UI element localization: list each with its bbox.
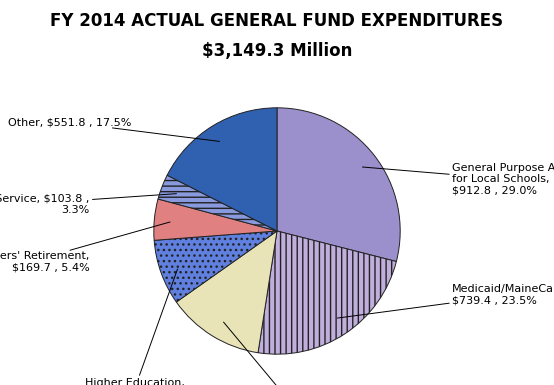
Wedge shape (258, 231, 396, 354)
Wedge shape (176, 231, 277, 353)
Text: $3,149.3 Million: $3,149.3 Million (202, 42, 352, 60)
Text: Debt Service, $103.8 ,
3.3%: Debt Service, $103.8 , 3.3% (0, 193, 177, 215)
Text: Teachers' Retirement,
$169.7 , 5.4%: Teachers' Retirement, $169.7 , 5.4% (0, 222, 170, 273)
Wedge shape (154, 199, 277, 240)
Wedge shape (154, 231, 277, 302)
Text: FY 2014 ACTUAL GENERAL FUND EXPENDITURES: FY 2014 ACTUAL GENERAL FUND EXPENDITURES (50, 12, 504, 30)
Text: Medicaid/MaineCare,
$739.4 , 23.5%: Medicaid/MaineCare, $739.4 , 23.5% (337, 284, 554, 318)
Text: Other, $551.8 , 17.5%: Other, $551.8 , 17.5% (8, 117, 219, 141)
Wedge shape (277, 108, 400, 261)
Text: Higher Education,
$270.1 , 8.6%: Higher Education, $270.1 , 8.6% (85, 269, 184, 385)
Text: General Purpose Aid
for Local Schools,
$912.8 , 29.0%: General Purpose Aid for Local Schools, $… (362, 162, 554, 196)
Wedge shape (158, 175, 277, 231)
Text: Personal Services,
$401.7 , 12.8%: Personal Services, $401.7 , 12.8% (224, 322, 340, 385)
Wedge shape (167, 108, 277, 231)
